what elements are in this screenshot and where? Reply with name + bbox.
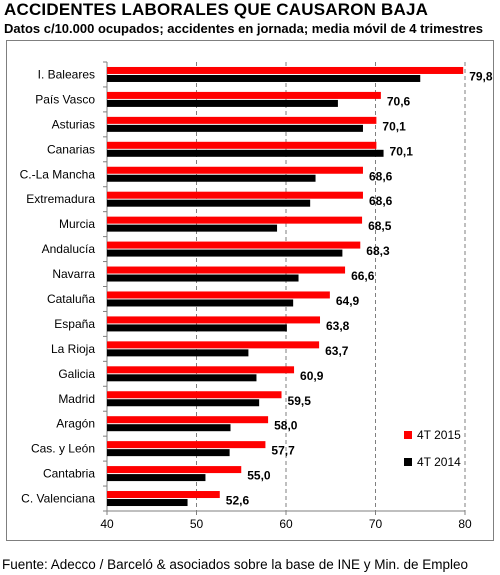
category-label: Cataluña <box>47 292 95 306</box>
x-tick-label: 40 <box>100 517 114 531</box>
bar-2015 <box>107 416 269 424</box>
category-label: Aragón <box>56 417 95 431</box>
category-label: I. Baleares <box>38 67 95 81</box>
bar-2014 <box>107 149 384 157</box>
legend-label-2014: 4T 2014 <box>417 455 461 469</box>
bar-2014 <box>107 349 249 357</box>
data-label: 68,3 <box>366 244 390 258</box>
legend-swatch-2015 <box>404 431 412 439</box>
data-label: 63,7 <box>325 344 349 358</box>
category-label: Canarias <box>47 142 95 156</box>
bar-2015 <box>107 216 363 224</box>
bar-2015 <box>107 191 363 199</box>
bar-2014 <box>107 474 206 482</box>
bar-2015 <box>107 391 282 399</box>
data-label: 52,6 <box>226 494 250 508</box>
bar-2014 <box>107 199 311 207</box>
data-label: 70,1 <box>382 119 406 133</box>
category-label: La Rioja <box>51 342 95 356</box>
bar-2015 <box>107 316 321 324</box>
bar-2015 <box>107 91 381 99</box>
bar-2015 <box>107 266 346 274</box>
bar-2015 <box>107 491 220 499</box>
data-label: 63,8 <box>326 319 350 333</box>
bar-2014 <box>107 99 338 107</box>
bar-2015 <box>107 441 266 449</box>
category-label: Asturias <box>52 117 95 131</box>
bar-2014 <box>107 374 257 382</box>
bar-2014 <box>107 424 231 432</box>
bar-2014 <box>107 324 287 332</box>
x-tick-label: 80 <box>458 517 472 531</box>
bar-2014 <box>107 449 230 457</box>
data-label: 79,8 <box>469 69 493 83</box>
source-note: Fuente: Adecco / Barceló & asociados sob… <box>2 557 469 572</box>
bar-2015 <box>107 166 363 174</box>
chart-subtitle: Datos c/10.000 ocupados; accidentes en j… <box>4 21 484 36</box>
data-label: 60,9 <box>300 369 324 383</box>
bar-2015 <box>107 466 242 474</box>
data-label: 57,7 <box>271 444 295 458</box>
bar-2015 <box>107 141 377 149</box>
bar-2014 <box>107 274 299 282</box>
chart-frame <box>6 40 494 541</box>
bar-2014 <box>107 499 188 507</box>
bar-2014 <box>107 399 260 407</box>
category-label: Navarra <box>52 267 95 281</box>
bar-2014 <box>107 74 421 82</box>
bar-2015 <box>107 66 464 74</box>
chart-title: ACCIDENTES LABORALES QUE CAUSARON BAJA <box>4 0 429 19</box>
bar-2015 <box>107 241 361 249</box>
x-tick-label: 50 <box>190 517 204 531</box>
category-label: C.-La Mancha <box>20 167 96 181</box>
data-label: 68,6 <box>369 194 393 208</box>
category-label: Andalucía <box>42 242 96 256</box>
category-label: Murcia <box>59 217 95 231</box>
data-label: 64,9 <box>336 294 360 308</box>
category-label: Cas. y León <box>31 442 95 456</box>
x-tick-label: 60 <box>279 517 293 531</box>
data-label: 55,0 <box>247 469 271 483</box>
bar-2014 <box>107 124 363 132</box>
data-label: 68,5 <box>368 219 392 233</box>
data-label: 70,1 <box>390 144 414 158</box>
bar-2015 <box>107 116 377 124</box>
legend-label-2015: 4T 2015 <box>417 428 461 442</box>
category-label: País Vasco <box>35 92 95 106</box>
data-label: 66,6 <box>351 269 375 283</box>
data-label: 68,6 <box>369 169 393 183</box>
bar-chart: 40 50 60 70 80 I. Baleares 79,8 País Vasco 70,6 A… <box>20 61 493 531</box>
category-label: C. Valenciana <box>21 492 95 506</box>
category-label: España <box>54 317 95 331</box>
bar-2014 <box>107 249 343 257</box>
bar-2014 <box>107 299 294 307</box>
bar-2014 <box>107 224 278 232</box>
data-label: 58,0 <box>274 419 298 433</box>
category-label: Cantabria <box>43 467 95 481</box>
bar-2015 <box>107 341 320 349</box>
x-tick-label: 70 <box>369 517 383 531</box>
bar-2015 <box>107 291 330 299</box>
data-label: 59,5 <box>288 394 312 408</box>
category-label: Madrid <box>58 392 95 406</box>
category-label: Galicia <box>58 367 95 381</box>
bar-2014 <box>107 174 316 182</box>
category-label: Extremadura <box>26 192 95 206</box>
data-label: 70,6 <box>387 94 411 108</box>
bar-2015 <box>107 366 295 374</box>
legend-swatch-2014 <box>404 458 412 466</box>
